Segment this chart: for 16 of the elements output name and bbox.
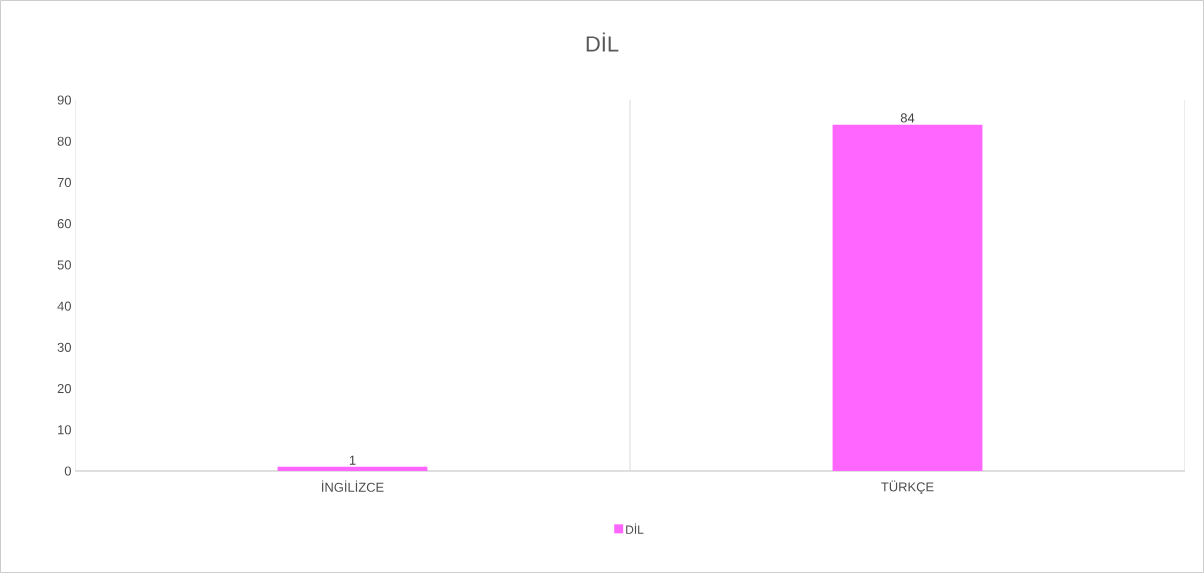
y-tick-label: 40: [57, 301, 71, 311]
y-tick-label: 90: [57, 95, 71, 105]
y-tick-label: 60: [57, 219, 71, 229]
x-tick-label: TÜRKÇE: [881, 480, 934, 495]
y-tick-label: 50: [57, 260, 71, 270]
y-tick-label: 10: [58, 425, 71, 435]
data-label: 84: [900, 113, 915, 123]
y-tick-label: 30: [57, 342, 71, 352]
x-tick-label: İNGİLİZCE: [322, 480, 384, 492]
y-tick-label: 0: [64, 466, 71, 476]
chart-title: DİL: [586, 32, 619, 52]
y-tick-label: 20: [57, 383, 71, 394]
data-label: 1: [349, 455, 356, 465]
y-tick-label: 80: [57, 136, 71, 146]
legend-label: DİL: [626, 523, 644, 534]
y-tick-label: 70: [57, 177, 71, 188]
